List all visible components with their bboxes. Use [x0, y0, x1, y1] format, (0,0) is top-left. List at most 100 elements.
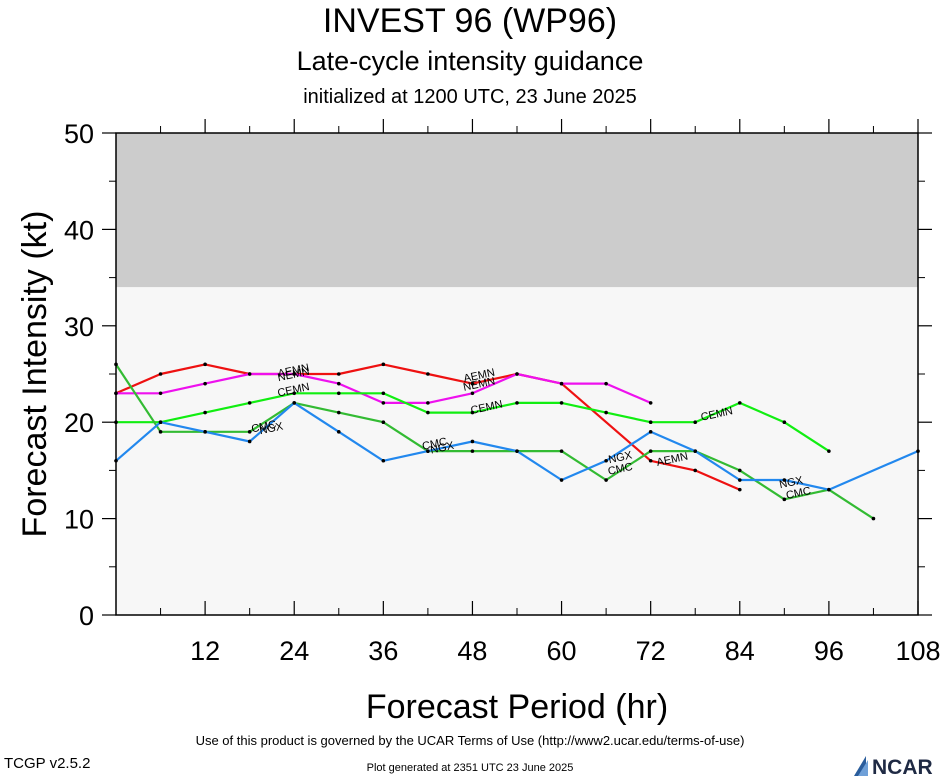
band-label: TS [164, 43, 186, 62]
series-ngx-line [115, 401, 919, 491]
x-tick-label: 12 [190, 636, 220, 666]
x-tick-label: 72 [636, 636, 666, 666]
series-nemn-point [515, 372, 519, 376]
series-ngx-point [292, 401, 297, 405]
series-cemn-point [292, 391, 297, 396]
series-ngx-point [158, 420, 163, 425]
y-tick-label: 50 [64, 119, 94, 149]
x-tick-label: 24 [279, 636, 309, 666]
series-label-cmc: CMC [607, 461, 634, 478]
series-ngx-point [381, 458, 386, 463]
series-ngx-point [336, 430, 341, 434]
version-label: TCGP v2.5.2 [4, 755, 91, 772]
series-aemn-point [470, 381, 475, 386]
series-cmc-point [247, 430, 252, 434]
series-ngx-point [604, 458, 608, 463]
series-ngx-point [737, 478, 742, 482]
series-cemn-point [336, 391, 341, 396]
series-ngx-point [782, 478, 787, 482]
series-label-ngx: NGX [607, 449, 633, 466]
x-tick-label: 108 [895, 636, 940, 666]
y-axis-label: Forecast Intensity (kt) [16, 211, 54, 538]
series-cmc-point [158, 430, 163, 434]
series-cemn-point [827, 449, 831, 453]
y-tick-label: 10 [64, 505, 94, 535]
series-cemn-point [604, 410, 608, 415]
series-cemn-point [648, 420, 653, 425]
band-ts [116, 133, 918, 288]
series-aemn-point [336, 372, 341, 376]
initialization-time: initialized at 1200 UTC, 23 June 2025 [303, 86, 637, 108]
chart-title: INVEST 96 (WP96) [322, 2, 618, 40]
x-tick-label: 48 [457, 636, 487, 666]
series-cemn-point [247, 401, 252, 405]
series-cemn-point [470, 410, 475, 415]
series-ngx-point [426, 449, 430, 453]
series-ngx-point [470, 439, 475, 444]
series-label-cmc: CMC [421, 436, 448, 453]
terms-of-use-notice: Use of this product is governed by the U… [195, 733, 745, 748]
y-tick-label: 30 [64, 312, 94, 342]
series-cemn-point [426, 410, 430, 415]
series-nemn-point [203, 381, 207, 386]
series-label-cmc: CMC [250, 418, 277, 435]
series-cemn-point [203, 410, 207, 415]
series-nemn-point [559, 381, 564, 386]
series-nemn-point [426, 401, 430, 405]
series-ngx-point [693, 449, 698, 453]
svg-text:NCAR: NCAR [872, 756, 933, 778]
series-label-ngx: NGX [258, 420, 284, 437]
series-cemn-point [381, 391, 386, 396]
y-tick-label: 40 [64, 215, 94, 245]
series-aemn-line [115, 363, 741, 491]
series-aemn-point [693, 468, 698, 473]
ncar-logo: NCAR [854, 756, 933, 778]
series-cmc-point [648, 449, 653, 453]
series-aemn-point [381, 362, 386, 367]
series-cmc-point [470, 449, 475, 453]
series-nemn-point [292, 372, 297, 376]
series-cmc-point [604, 478, 608, 482]
y-tick-label: 20 [64, 408, 94, 438]
series-ngx-point [203, 430, 207, 434]
y-tick-label: 0 [79, 601, 94, 631]
axis-ticks: 12 24 36 48 60 72 84 96 108 0 10 20 30 40 50 [64, 119, 940, 666]
series-aemn-point [648, 458, 653, 463]
series-nemn-point [381, 401, 386, 405]
series-ngx-point [559, 478, 564, 482]
series-cemn-point [737, 401, 742, 405]
series-aemn-point [203, 362, 207, 367]
series-ngx-point [827, 487, 831, 492]
series-cemn-point [693, 420, 698, 425]
series-nemn-point [648, 401, 653, 405]
series-cemn-point [559, 401, 564, 405]
series-aemn-point [158, 372, 163, 376]
series-nemn-point [247, 372, 252, 376]
x-tick-label: 36 [368, 636, 398, 666]
series-nemn-point [336, 381, 341, 386]
x-tick-label: 60 [547, 636, 577, 666]
series-nemn-point [604, 381, 608, 386]
series-label-cmc: CMC [785, 485, 812, 502]
x-tick-label: 96 [814, 636, 844, 666]
series-ngx-point [515, 449, 519, 453]
series-ngx-point [247, 439, 252, 444]
series-aemn-point [737, 487, 742, 492]
series-cemn-point [782, 420, 787, 425]
x-tick-label: 84 [725, 636, 755, 666]
x-axis-label: Forecast Period (hr) [366, 688, 668, 726]
series-lines [114, 362, 920, 521]
series-cemn-point [515, 401, 519, 405]
series-nemn-point [470, 391, 475, 396]
series-cmc-point [336, 410, 341, 415]
series-cmc-point [381, 420, 386, 425]
series-ngx-point [648, 430, 653, 434]
generated-timestamp: Plot generated at 2351 UTC 23 June 2025 [366, 762, 574, 774]
series-cmc-line [115, 363, 874, 520]
series-cmc-point [559, 449, 564, 453]
series-cmc-point [737, 468, 742, 473]
series-cmc-point [871, 516, 876, 521]
series-aemn-point [426, 372, 430, 376]
